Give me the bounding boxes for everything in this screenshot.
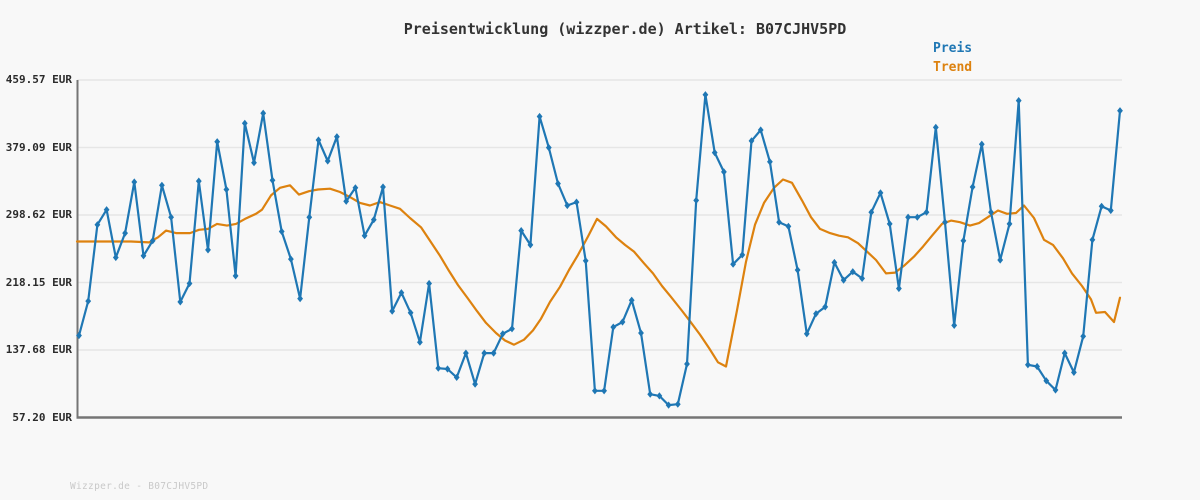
watermark-text: Wizzper.de - B07CJHV5PD	[70, 481, 209, 492]
page-title: Preisentwicklung (wizzper.de) Artikel: B…	[403, 20, 847, 38]
price-line	[77, 93, 1122, 407]
y-axis-tick-label: 137.68 EUR	[5, 343, 72, 356]
y-axis-tick-label: 57.20 EUR	[12, 410, 72, 424]
chart-legend: Preis Trend	[933, 39, 972, 77]
y-axis-tick-label: 379.09 EUR	[5, 140, 72, 154]
y-axis-tick-label: 298.62 EUR	[5, 208, 72, 221]
legend-item-preis: Preis	[933, 41, 973, 56]
y-axis-tick-label: 459.57 EUR	[5, 73, 72, 86]
trend-line	[75, 178, 1122, 368]
y-axis-tick-label: 218.15 EUR	[5, 275, 72, 289]
legend-item-trend: Trend	[933, 60, 973, 75]
